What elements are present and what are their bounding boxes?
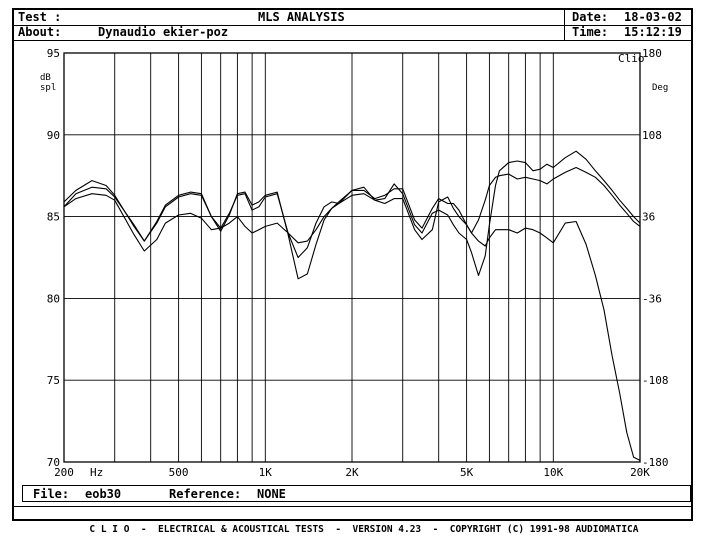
series-line-2	[63, 150, 641, 280]
reference-value: NONE	[257, 487, 286, 501]
y-tick-label: 85	[47, 211, 60, 224]
banner-text: C L I O - ELECTRICAL & ACOUSTICAL TESTS …	[89, 524, 639, 535]
y-right-unit: Deg	[652, 83, 668, 93]
test-label: Test :	[18, 10, 62, 24]
x-tick-label: 20K	[630, 466, 650, 479]
header-divider	[564, 10, 565, 41]
corner-label: Clio	[618, 52, 645, 65]
reference-label: Reference:	[169, 487, 242, 501]
series-line-3	[63, 193, 641, 461]
y2-tick-label: -108	[642, 374, 669, 387]
y-tick-label: 90	[47, 129, 60, 142]
y-tick-label: 70	[47, 456, 60, 469]
series-line-1	[63, 166, 641, 259]
copyright-banner: C L I O - ELECTRICAL & ACOUSTICAL TESTS …	[14, 506, 691, 535]
x-tick-label: 200	[54, 466, 74, 479]
time-value: 15:12:19	[624, 25, 682, 39]
y-tick-label: 95	[47, 47, 60, 60]
x-tick-label: 10K	[543, 466, 563, 479]
series-layer	[63, 150, 641, 461]
frequency-response-chart: Clio dB spl Deg Hz 95 90 85 80 75 70 180 108 36 -…	[40, 47, 669, 479]
x-tick-label: 5K	[460, 466, 474, 479]
y2-tick-label: 180	[642, 47, 662, 60]
y-tick-label: 80	[47, 292, 60, 305]
y2-tick-label: -180	[642, 456, 669, 469]
file-info-box: File: eob30 Reference: NONE	[22, 485, 691, 502]
about-label: About:	[18, 25, 62, 39]
y-tick-label: 75	[47, 374, 60, 387]
measurement-window: Test : MLS ANALYSIS Date: 18-03-02 About…	[12, 8, 693, 535]
date-value: 18-03-02	[624, 10, 682, 24]
header-row-about: About: Dynaudio ekier-poz Time: 15:12:19	[14, 25, 691, 41]
x-tick-label: 2K	[345, 466, 359, 479]
analysis-title: MLS ANALYSIS	[258, 10, 345, 24]
x-unit: Hz	[90, 466, 103, 479]
y2-tick-label: 36	[642, 211, 655, 224]
file-value: eob30	[85, 487, 122, 501]
x-tick-label: 500	[169, 466, 189, 479]
y-left-unit-bottom: spl	[40, 83, 56, 93]
file-label: File:	[33, 487, 70, 501]
y-left-unit-top: dB	[40, 73, 51, 83]
axis-labels: Clio dB spl Deg Hz 95 90 85 80 75 70 180 108 36 -…	[40, 47, 669, 479]
x-tick-label: 1K	[259, 466, 273, 479]
date-label: Date:	[572, 10, 609, 24]
y2-tick-label: 108	[642, 129, 662, 142]
header-row-test: Test : MLS ANALYSIS Date: 18-03-02	[14, 10, 691, 26]
grid	[64, 53, 640, 462]
about-value: Dynaudio ekier-poz	[98, 25, 229, 39]
y2-tick-label: -36	[642, 292, 662, 305]
time-label: Time:	[572, 25, 609, 39]
